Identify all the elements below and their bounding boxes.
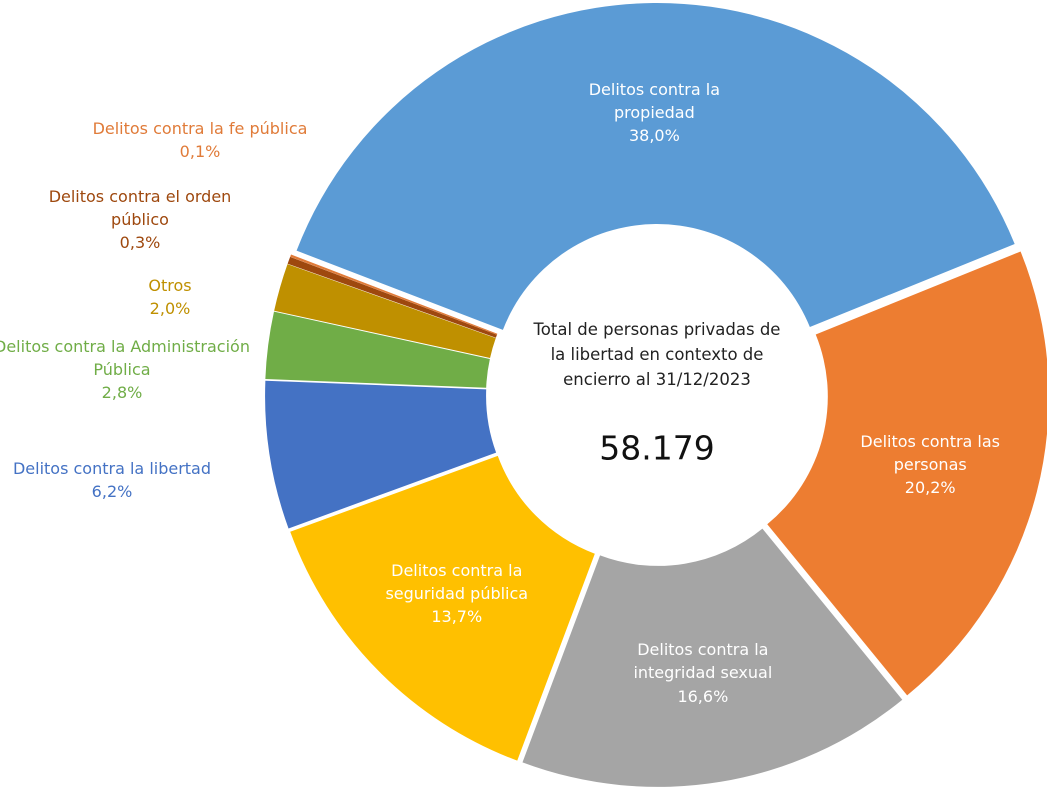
- slice: [767, 251, 1047, 696]
- value-label: 16,6%: [677, 686, 729, 706]
- slice-label: Delitos contra la seguridad pública 13,7%: [362, 559, 552, 629]
- slice: [290, 254, 498, 335]
- slice-label: Delitos contra la propiedad 38,0%: [559, 78, 749, 148]
- value-label: 20,2%: [904, 478, 956, 498]
- value-label: 0,3%: [119, 233, 161, 253]
- value-label: 6,2%: [91, 482, 133, 501]
- category-label: Otros: [148, 275, 192, 295]
- slice-label: Otros 2,0%: [110, 274, 230, 320]
- value-label: 2,8%: [101, 383, 143, 403]
- slice: [290, 455, 595, 761]
- slice-label: Delitos contra la libertad 6,2%: [12, 457, 212, 503]
- slice: [265, 311, 490, 388]
- category-label: Delitos contra la libertad: [12, 458, 212, 478]
- value-label: 0,1%: [179, 142, 221, 161]
- slice: [287, 256, 497, 338]
- category-label: Delitos contra las personas: [860, 432, 1001, 475]
- category-label: Delitos contra la Administración Pública: [0, 337, 250, 380]
- slice-label: Delitos contra la integridad sexual 16,6%: [608, 638, 798, 708]
- slice: [296, 3, 1015, 330]
- slice: [274, 264, 496, 359]
- slice-label: Delitos contra las personas 20,2%: [835, 430, 1025, 500]
- slice: [265, 380, 497, 529]
- category-label: Delitos contra la seguridad pública: [385, 560, 529, 603]
- slice-label: Delitos contra el orden público 0,3%: [20, 185, 260, 255]
- slice: [522, 528, 903, 787]
- center-total: 58.179: [599, 428, 715, 468]
- value-label: 13,7%: [431, 607, 483, 627]
- center-text: Total de personas privadas de la liberta…: [533, 319, 781, 389]
- category-label: Delitos contra la fe pública: [92, 118, 308, 138]
- category-label: Delitos contra el orden público: [48, 187, 232, 230]
- category-label: Delitos contra la propiedad: [588, 80, 720, 123]
- slice-label: Delitos contra la Administración Pública…: [0, 335, 257, 405]
- value-label: 38,0%: [628, 126, 680, 146]
- value-label: 2,0%: [149, 299, 191, 318]
- category-label: Delitos contra la integridad sexual: [633, 640, 773, 683]
- slice-label: Delitos contra la fe pública 0,1%: [55, 117, 345, 163]
